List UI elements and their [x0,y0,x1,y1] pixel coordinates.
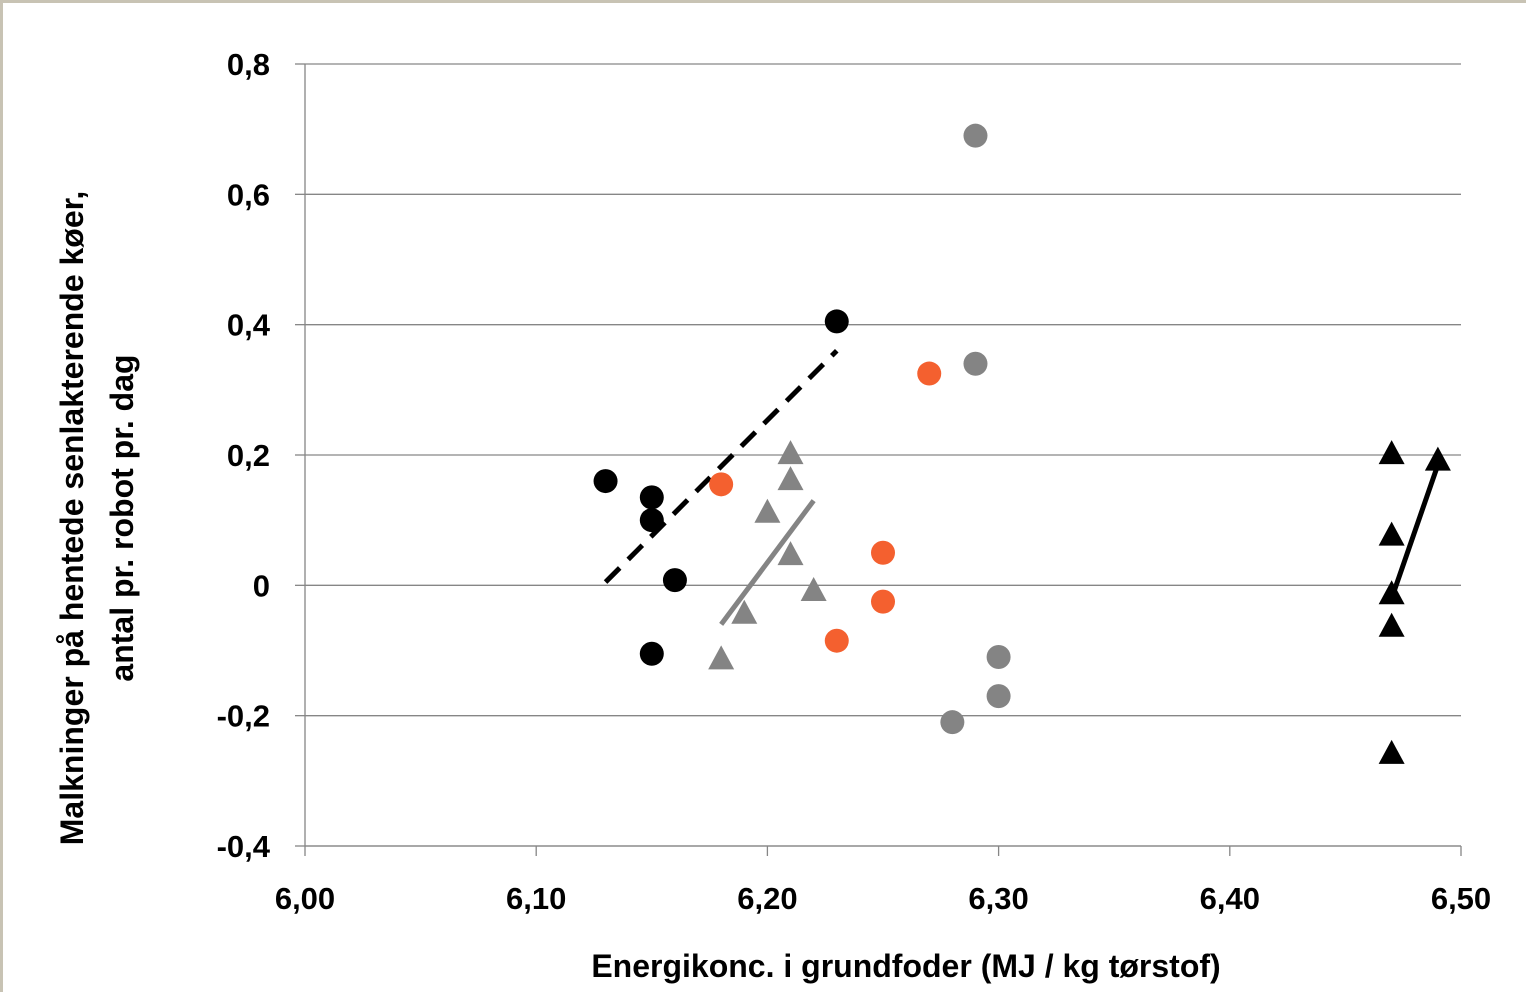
x-tick-label: 6,40 [1200,881,1260,916]
data-point-triangle [777,466,804,491]
data-points [593,123,1451,764]
y-tick-label: 0,4 [227,308,271,343]
data-point-circle [986,645,1011,670]
data-point-circle [824,628,849,653]
y-tick-label: -0,4 [217,829,271,864]
y-axis-title-line-1: Malkninger på hentede senlakterende køer… [54,191,90,845]
data-point-triangle [777,440,804,465]
x-tick-label: 6,10 [506,881,566,916]
x-tick-label: 6,50 [1431,881,1491,916]
data-point-circle [963,123,988,148]
trendline [603,348,839,584]
data-point-triangle [731,599,758,624]
data-point-circle [917,361,942,386]
data-point-triangle [1378,739,1405,764]
axes: -0,4 -0,2 0 0,2 0,4 0,6 0,8 6,00 6,10 6,20 6,30 6,4… [217,47,1492,916]
data-point-triangle [800,576,827,601]
data-point-triangle [754,498,781,523]
trendlines [603,348,1441,626]
data-point-triangle [1378,580,1405,605]
x-tick-label: 6,30 [968,881,1028,916]
y-tick-label: 0,8 [227,47,270,82]
data-point-circle [940,710,965,735]
x-axis-title: Energikonc. i grundfoder (MJ / kg tørsto… [591,948,1220,984]
trendline [1389,463,1441,600]
data-point-circle [639,508,664,533]
data-point-circle [709,472,734,497]
data-point-triangle [1378,521,1405,546]
data-point-triangle [1378,440,1405,465]
data-point-triangle [777,541,804,566]
y-tick-label: 0,2 [227,438,270,473]
data-point-circle [639,485,664,510]
data-point-circle [963,351,988,376]
data-point-circle [871,540,895,565]
data-point-circle [986,684,1011,709]
gridlines [305,63,1461,847]
data-point-triangle [708,645,735,670]
y-axis-title-line-2: antal pr. robot pr. dag [104,354,140,681]
data-point-circle [824,309,849,334]
y-tick-label: 0 [253,568,270,603]
y-tick-label: -0,2 [217,699,270,734]
y-tick-label: 0,6 [227,177,270,212]
data-point-circle [871,589,895,614]
scatter-chart: -0,4 -0,2 0 0,2 0,4 0,6 0,8 6,00 6,10 6,20 6,30 6,4… [54,47,1492,984]
data-point-circle [662,568,687,593]
x-tick-label: 6,00 [275,881,335,916]
x-tick-label: 6,20 [737,881,797,916]
data-point-triangle [1378,612,1405,637]
data-point-circle [639,641,664,666]
trendline [719,499,816,626]
data-point-circle [593,469,618,494]
data-point-triangle [1424,446,1451,471]
y-axis-title: Malkninger på hentede senlakterende køer… [54,191,140,845]
